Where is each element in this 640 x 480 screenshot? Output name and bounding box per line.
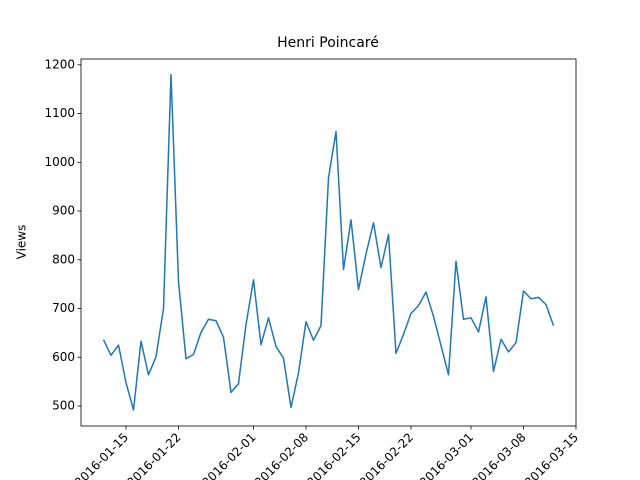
y-tick-label: 900 — [52, 204, 75, 218]
x-tick-label: 2016-01-22 — [124, 430, 183, 480]
y-tick-label: 1100 — [44, 106, 75, 120]
y-tick-label: 600 — [52, 350, 75, 364]
plot-frame — [80, 58, 577, 427]
y-tick-label: 700 — [52, 301, 75, 315]
y-tick-label: 500 — [52, 399, 75, 413]
y-tick-label: 1200 — [44, 57, 75, 71]
x-tick-label: 2016-03-08 — [469, 430, 528, 480]
chart-title: Henri Poincaré — [277, 35, 379, 51]
x-tick-label: 2016-02-08 — [252, 430, 311, 480]
x-tick-label: 2016-02-01 — [199, 430, 258, 480]
y-tick-label: 1000 — [44, 155, 75, 169]
y-axis-label: Views — [15, 225, 29, 260]
data-line — [102, 73, 555, 411]
y-tick-label: 800 — [52, 252, 75, 266]
x-tick-label: 2016-01-15 — [72, 430, 131, 480]
x-tick-label: 2016-02-22 — [357, 430, 416, 480]
x-tick-label: 2016-03-01 — [417, 430, 476, 480]
x-tick-label: 2016-02-15 — [304, 430, 363, 480]
x-tick-label: 2016-03-15 — [522, 430, 581, 480]
